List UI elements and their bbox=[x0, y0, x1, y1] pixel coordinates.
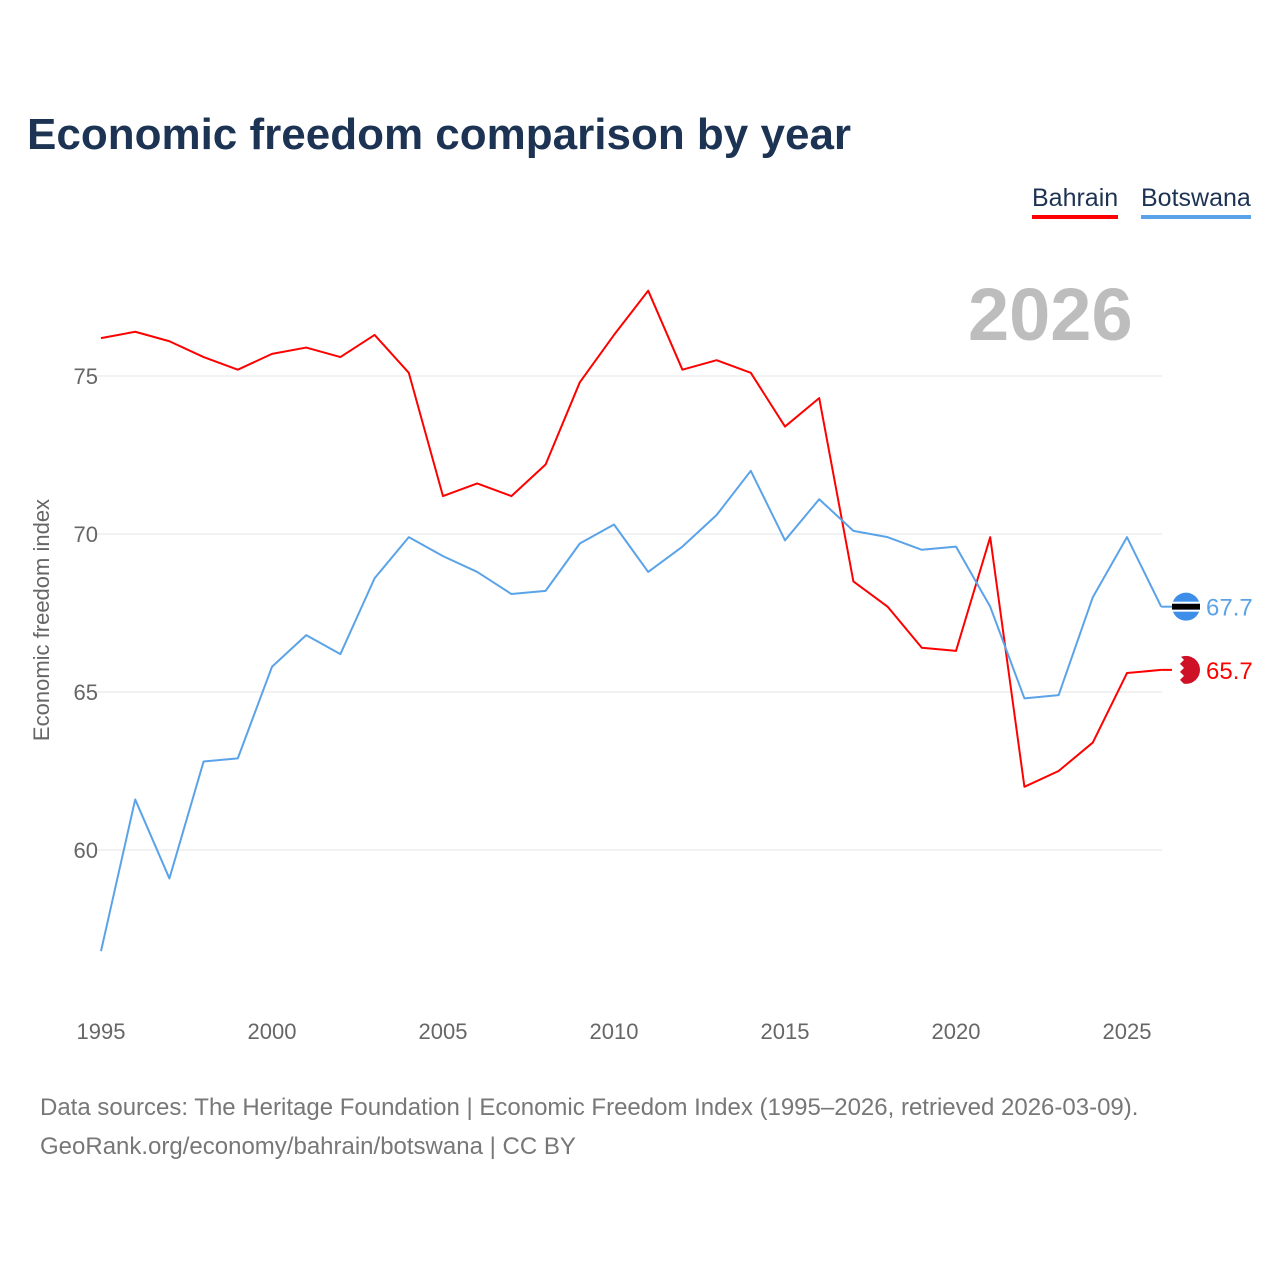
y-tick-label: 70 bbox=[74, 522, 98, 547]
flag-white-band bbox=[1172, 655, 1184, 684]
end-value-label: 67.7 bbox=[1206, 595, 1253, 622]
x-tick-label: 2005 bbox=[419, 1019, 468, 1044]
x-tick-label: 2025 bbox=[1103, 1019, 1152, 1044]
x-tick-label: 2000 bbox=[248, 1019, 297, 1044]
x-tick-label: 2020 bbox=[932, 1019, 981, 1044]
y-tick-label: 65 bbox=[74, 680, 98, 705]
y-tick-label: 75 bbox=[74, 364, 98, 389]
flag-stripe bbox=[1172, 609, 1200, 612]
legend-botswana[interactable]: Botswana bbox=[1141, 184, 1251, 219]
source-note: Data sources: The Heritage Foundation | … bbox=[40, 1088, 1138, 1166]
source-line-2[interactable]: GeoRank.org/economy/bahrain/botswana | C… bbox=[40, 1133, 576, 1160]
flag-stripe bbox=[1172, 603, 1200, 610]
series-line-botswana bbox=[100, 469, 1163, 952]
series-line-bahrain bbox=[100, 289, 1162, 788]
legend-bahrain[interactable]: Bahrain bbox=[1032, 184, 1119, 219]
flag-stripe bbox=[1172, 601, 1200, 604]
chart-title: Economic freedom comparison by year bbox=[27, 110, 852, 159]
x-tick-label: 2015 bbox=[761, 1019, 810, 1044]
y-tick-label: 60 bbox=[74, 838, 98, 863]
end-value-label: 65.7 bbox=[1206, 658, 1253, 685]
current-year-label: 2026 bbox=[968, 273, 1133, 356]
x-tick-label: 2010 bbox=[590, 1019, 639, 1044]
source-line-1: Data sources: The Heritage Foundation | … bbox=[40, 1094, 1139, 1121]
x-tick-label: 1995 bbox=[77, 1019, 126, 1044]
